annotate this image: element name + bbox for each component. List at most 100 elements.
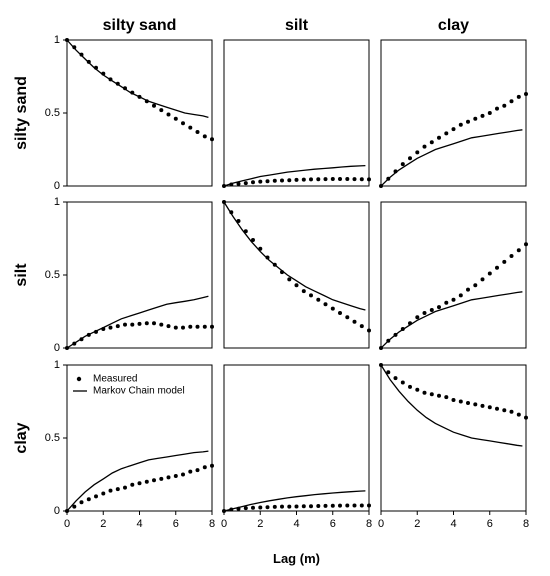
measured-point-clay-vs-silty-sand <box>181 472 185 477</box>
measured-point-silt-vs-clay <box>473 283 478 288</box>
measured-point-clay-vs-clay <box>386 370 391 375</box>
measured-point-silt-vs-silty-sand <box>86 332 91 337</box>
y-tick-label: 0.5 <box>45 107 60 119</box>
model-line-clay-vs-silty-sand <box>66 450 209 512</box>
column-title-silt: silt <box>285 17 309 34</box>
model-line-silty-sand-vs-silt <box>223 164 366 187</box>
measured-point-silty-sand-vs-clay <box>516 94 521 99</box>
x-tick-label: 8 <box>523 518 529 530</box>
measured-point-silt-vs-silt <box>265 255 270 260</box>
measured-point-silt-vs-silty-sand <box>123 322 127 327</box>
measured-point-silty-sand-vs-clay <box>524 92 528 96</box>
y-tick-label: 1 <box>54 34 60 46</box>
measured-point-clay-vs-clay <box>408 384 412 389</box>
measured-point-silt-vs-clay <box>393 332 398 337</box>
measured-point-clay-vs-silty-sand <box>108 488 113 493</box>
measured-point-silty-sand-vs-silt <box>287 178 292 183</box>
measured-point-silt-vs-silty-sand <box>130 322 135 327</box>
measured-point-silt-vs-silt <box>272 262 277 267</box>
measured-point-clay-vs-silt <box>323 503 328 508</box>
measured-point-silt-vs-clay <box>509 254 514 258</box>
panel-frame-silt-vs-clay <box>380 201 527 349</box>
x-axis-title: Lag (m) <box>273 551 320 566</box>
panel-frame-clay-vs-silt <box>223 364 370 512</box>
measured-point-silt-vs-silty-sand <box>188 324 193 329</box>
measured-point-silt-vs-clay <box>437 305 441 310</box>
measured-point-silty-sand-vs-clay <box>487 111 492 115</box>
measured-point-silt-vs-silt <box>352 319 357 324</box>
measured-point-silt-vs-silty-sand <box>181 325 185 330</box>
measured-point-silty-sand-vs-clay <box>429 140 434 145</box>
measured-point-silty-sand-vs-silt <box>323 177 328 182</box>
measured-point-silt-vs-clay <box>386 338 391 343</box>
measured-point-silty-sand-vs-silt <box>294 177 299 182</box>
measured-point-silt-vs-silt <box>367 328 371 333</box>
model-line-silt-vs-clay <box>380 291 523 349</box>
measured-point-silt-vs-clay <box>379 346 383 350</box>
measured-point-clay-vs-clay <box>516 412 521 417</box>
measured-point-clay-vs-silty-sand <box>152 478 156 483</box>
measured-point-silty-sand-vs-clay <box>509 99 514 104</box>
measured-point-silt-vs-clay <box>429 308 434 312</box>
y-tick-label: 0 <box>54 505 60 517</box>
measured-point-silty-sand-vs-silty-sand <box>166 112 171 117</box>
measured-point-silt-vs-silty-sand <box>152 321 156 326</box>
measured-point-clay-vs-silt <box>330 503 335 508</box>
measured-point-silty-sand-vs-silty-sand <box>181 121 185 126</box>
column-title-clay: clay <box>438 17 469 34</box>
measured-point-clay-vs-silty-sand <box>72 504 77 509</box>
measured-point-clay-vs-silt <box>251 505 255 510</box>
measured-point-silt-vs-silt <box>309 293 313 298</box>
measured-point-silt-vs-silty-sand <box>202 324 207 329</box>
measured-point-silt-vs-clay <box>444 300 449 305</box>
measured-point-clay-vs-silt <box>229 507 234 512</box>
measured-point-silty-sand-vs-silt <box>280 178 284 183</box>
measured-point-clay-vs-clay <box>466 401 470 405</box>
measured-point-silt-vs-silty-sand <box>195 324 200 329</box>
measured-point-clay-vs-silt <box>316 504 321 508</box>
measured-point-silt-vs-clay <box>487 271 492 276</box>
measured-point-clay-vs-silty-sand <box>210 463 214 468</box>
measured-point-silty-sand-vs-silty-sand <box>108 77 113 82</box>
measured-point-clay-vs-clay <box>415 387 420 392</box>
measured-point-silty-sand-vs-clay <box>386 176 391 181</box>
measured-point-silt-vs-clay <box>466 287 470 292</box>
measured-point-silt-vs-silt <box>251 238 255 242</box>
measured-point-silt-vs-silty-sand <box>210 324 214 329</box>
measured-point-silty-sand-vs-silty-sand <box>144 99 149 104</box>
measured-point-silt-vs-clay <box>495 265 499 270</box>
measured-point-silt-vs-silt <box>229 210 234 215</box>
measured-point-clay-vs-silty-sand <box>94 494 98 499</box>
measured-point-silty-sand-vs-clay <box>379 184 383 188</box>
measured-point-silt-vs-clay <box>408 321 412 326</box>
x-tick-label: 8 <box>209 518 215 530</box>
measured-point-silty-sand-vs-silt <box>258 179 263 184</box>
measured-point-silty-sand-vs-silty-sand <box>130 90 135 95</box>
measured-point-clay-vs-silt <box>236 506 241 511</box>
measured-point-silty-sand-vs-silty-sand <box>94 65 98 70</box>
measured-point-silty-sand-vs-clay <box>466 119 470 124</box>
measured-point-clay-vs-clay <box>502 408 507 413</box>
measured-point-silty-sand-vs-silty-sand <box>123 86 127 91</box>
measured-point-silt-vs-silt <box>316 297 321 302</box>
measured-point-silt-vs-clay <box>400 327 405 331</box>
measured-point-silty-sand-vs-silt <box>222 184 226 188</box>
measured-point-silt-vs-silt <box>280 270 284 275</box>
measured-point-clay-vs-silt <box>338 503 342 508</box>
measured-point-silt-vs-silty-sand <box>72 341 77 346</box>
measured-point-clay-vs-silty-sand <box>137 481 142 486</box>
measured-point-clay-vs-silt <box>272 504 277 509</box>
x-tick-label: 4 <box>136 518 142 530</box>
measured-point-clay-vs-silty-sand <box>166 475 171 480</box>
x-tick-label: 0 <box>378 518 384 530</box>
model-line-silty-sand-vs-silty-sand <box>66 39 209 119</box>
model-line-clay-vs-silt <box>223 490 366 512</box>
measured-point-silty-sand-vs-clay <box>415 150 420 155</box>
measured-point-clay-vs-silty-sand <box>144 479 149 484</box>
measured-point-silt-vs-silt <box>301 289 306 294</box>
measured-point-silt-vs-silty-sand <box>173 325 178 330</box>
measured-point-silty-sand-vs-silt <box>301 177 306 182</box>
x-tick-label: 4 <box>450 518 456 530</box>
measured-point-silty-sand-vs-silt <box>367 177 371 182</box>
